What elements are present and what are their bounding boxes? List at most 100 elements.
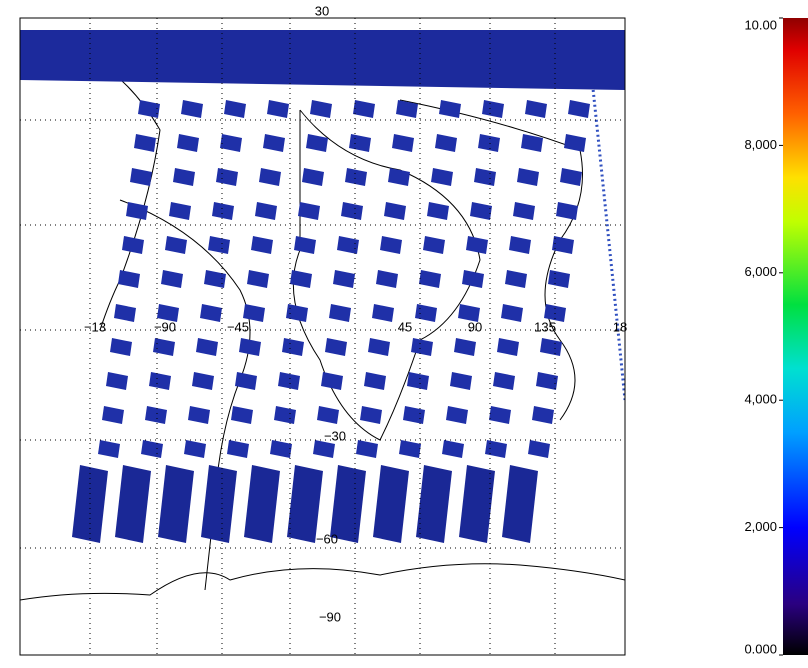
swath-block [419, 270, 441, 288]
swath-block [517, 168, 539, 186]
swath-block [396, 100, 418, 118]
swath-block [158, 465, 194, 543]
swath-block [201, 465, 237, 543]
swath-block [329, 304, 351, 322]
swath-block [278, 372, 300, 390]
lon-label: 135 [534, 319, 556, 334]
swath-block [505, 270, 527, 288]
coastline [399, 99, 583, 421]
swath-block [287, 465, 323, 543]
swath-block [141, 440, 163, 458]
swath-block [149, 372, 171, 390]
swath-block [208, 236, 230, 254]
swath-block [188, 406, 210, 424]
colorbar-tick-label: 10.00 [744, 17, 777, 32]
swath-block [244, 465, 280, 543]
swath-block [482, 100, 504, 118]
swath-block [345, 168, 367, 186]
swath-block [184, 440, 206, 458]
swath-block [470, 202, 492, 220]
swath-block [493, 372, 515, 390]
swath-block [115, 465, 151, 543]
swath-block [196, 338, 218, 356]
swath-block [259, 168, 281, 186]
swath-block [282, 338, 304, 356]
swath-block [353, 100, 375, 118]
swath-block [416, 465, 452, 543]
swath-block [110, 338, 132, 356]
swath-block [442, 440, 464, 458]
swath-block [568, 100, 590, 118]
lat-label: −90 [319, 609, 341, 624]
swath-block [263, 134, 285, 152]
swath-block [388, 168, 410, 186]
swath-block [364, 372, 386, 390]
swath-block [528, 440, 550, 458]
swath-block [118, 270, 140, 288]
swath-block [356, 440, 378, 458]
swath-block [411, 338, 433, 356]
swath-block [310, 100, 332, 118]
swath-block [360, 406, 382, 424]
swath-block [384, 202, 406, 220]
swath-block [454, 338, 476, 356]
swath-block [478, 134, 500, 152]
swath-block [368, 338, 390, 356]
lon-label: 90 [468, 319, 482, 334]
swath-block [122, 236, 144, 254]
swath-block [255, 202, 277, 220]
swath-block [161, 270, 183, 288]
swath-block [415, 304, 437, 322]
swath-block [306, 134, 328, 152]
lon-label: 45 [398, 319, 412, 334]
lat-label: −60 [316, 531, 338, 546]
swath-block [98, 440, 120, 458]
lon-label: −90 [154, 319, 176, 334]
swath-block [521, 134, 543, 152]
swath-block [321, 372, 343, 390]
swath-block [501, 304, 523, 322]
swath-block [373, 465, 409, 543]
swath-block [227, 440, 249, 458]
swath-block [302, 168, 324, 186]
swath-block [474, 168, 496, 186]
swath-block [220, 134, 242, 152]
colorbar-tick-label: 0.000 [744, 641, 777, 656]
swath-block [216, 168, 238, 186]
swath-block [177, 134, 199, 152]
swath-block [239, 338, 261, 356]
lon-label: −45 [227, 319, 249, 334]
swath-block [192, 372, 214, 390]
swath-block [247, 270, 269, 288]
swath-block [165, 236, 187, 254]
swath-block [286, 304, 308, 322]
swath-block [341, 202, 363, 220]
swath-block [489, 406, 511, 424]
swath-block [497, 338, 519, 356]
coastline [49, 39, 161, 331]
lon-label: 18 [613, 319, 627, 334]
swath-block [134, 134, 156, 152]
swath-edge [588, 59, 625, 401]
swath-block [270, 440, 292, 458]
swath-block [317, 406, 339, 424]
swath-block [204, 270, 226, 288]
swath-block [548, 270, 570, 288]
swath-block [459, 465, 495, 543]
swath-block [525, 100, 547, 118]
swath-block [173, 168, 195, 186]
swath-block [153, 338, 175, 356]
swath-block [294, 236, 316, 254]
swath-block [485, 440, 507, 458]
swath-block [298, 202, 320, 220]
swath-block [399, 440, 421, 458]
swath-block [274, 406, 296, 424]
swath-block [446, 406, 468, 424]
swath-block [407, 372, 429, 390]
swath-block [552, 236, 574, 254]
coastline [119, 199, 251, 591]
map-frame [19, 17, 626, 656]
swath-block [224, 100, 246, 118]
swath-block [130, 168, 152, 186]
swath-block [235, 372, 257, 390]
